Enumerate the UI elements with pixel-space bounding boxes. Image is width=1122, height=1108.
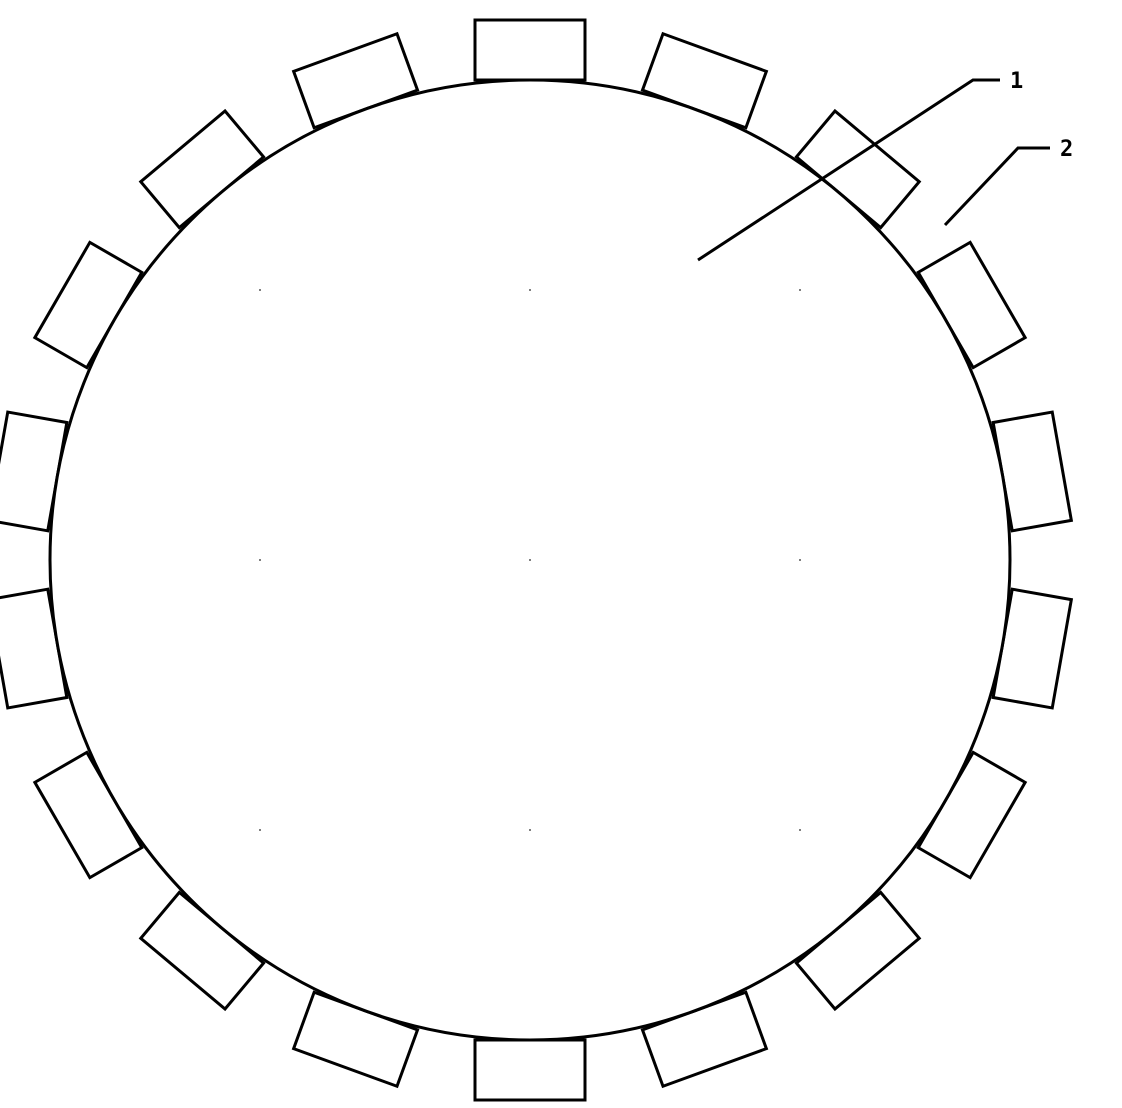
gear-diagram: 12	[0, 0, 1122, 1108]
tooth	[475, 1040, 585, 1100]
callout-label-1: 1	[1010, 69, 1023, 94]
callout-label-2: 2	[1060, 137, 1073, 162]
tooth	[475, 20, 585, 80]
